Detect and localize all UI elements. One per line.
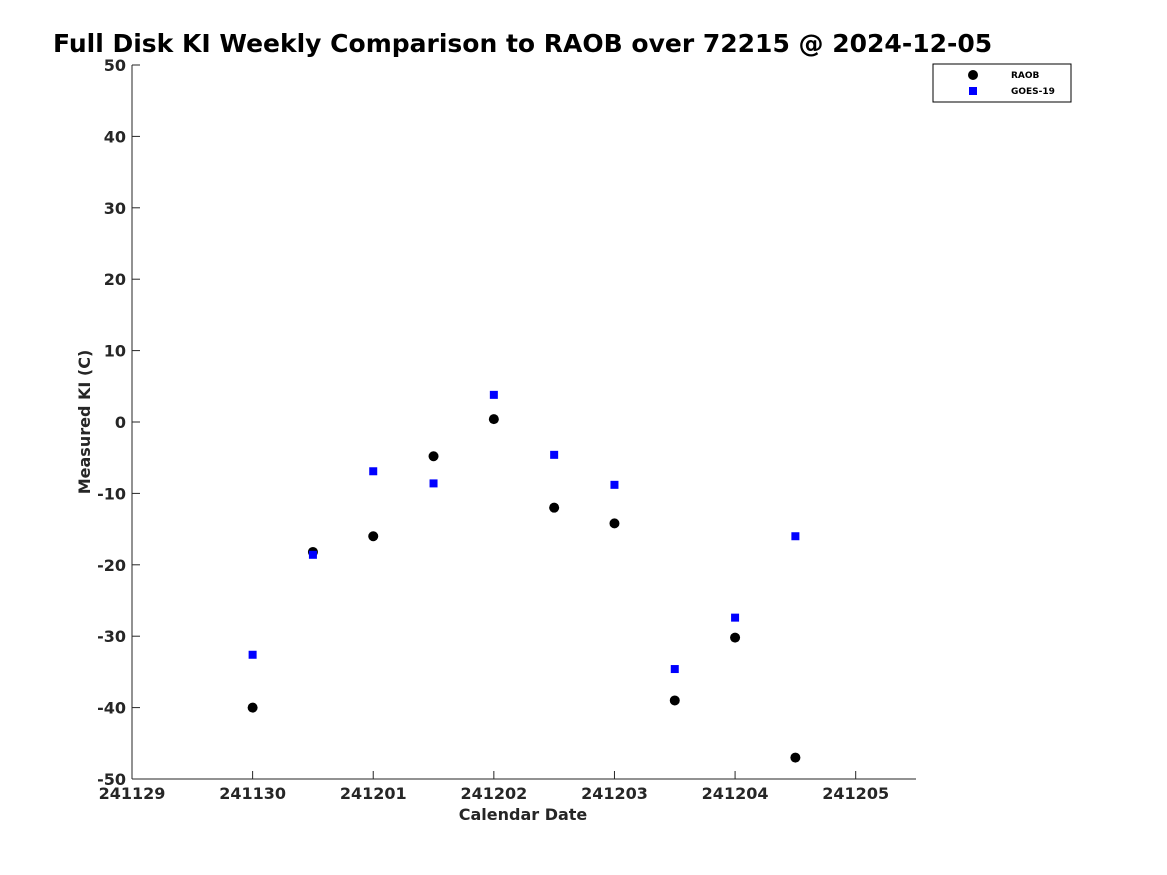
x-tick-label: 241130 (219, 784, 286, 803)
y-tick-label: 0 (115, 413, 126, 432)
x-tick-label: 241129 (99, 784, 166, 803)
goes-19-point (670, 665, 679, 674)
legend-box (932, 63, 1072, 103)
data-marks (247, 390, 801, 763)
legend: RAOB GOES-19 (932, 63, 1072, 103)
raob-point (730, 632, 741, 643)
raob-point (247, 702, 258, 713)
y-tick-label: -40 (97, 699, 126, 718)
goes-19-point (248, 650, 257, 659)
goes-19-point (369, 467, 378, 476)
raob-point (669, 695, 680, 706)
y-tick-label: -30 (97, 627, 126, 646)
goes-19-point (791, 532, 800, 541)
y-tick-label: -20 (97, 556, 126, 575)
y-tick-label: 10 (104, 342, 126, 361)
goes-19-point (610, 480, 619, 489)
plot-area (131, 65, 916, 780)
raob-point (368, 531, 379, 542)
legend-raob-marker (968, 70, 978, 80)
chart-title: Full Disk KI Weekly Comparison to RAOB o… (53, 29, 992, 58)
y-tick-label: 50 (104, 56, 126, 75)
y-tick-label: 20 (104, 270, 126, 289)
x-tick-label: 241202 (460, 784, 527, 803)
goes-19-point (731, 613, 740, 622)
raob-point (609, 518, 620, 529)
y-tick-label: -10 (97, 484, 126, 503)
raob-point (428, 451, 439, 462)
x-tick-label: 241203 (581, 784, 648, 803)
goes-19-point (308, 550, 317, 559)
goes-19-point (489, 390, 498, 399)
x-tick-label: 241205 (822, 784, 889, 803)
legend-goes-label: GOES-19 (1011, 87, 1055, 97)
x-tick-label: 241204 (702, 784, 769, 803)
y-axis-ticks: 50 40 30 20 10 0 -10 -20 -30 -40 -50 (97, 56, 140, 789)
y-tick-label: -50 (97, 770, 126, 789)
raob-point (549, 502, 560, 513)
goes-19-point (429, 479, 438, 488)
raob-point (488, 414, 499, 425)
y-axis-label: Measured KI (C) (75, 350, 94, 495)
legend-raob-label: RAOB (1011, 71, 1040, 81)
y-tick-label: 40 (104, 127, 126, 146)
x-axis-label: Calendar Date (459, 805, 588, 824)
y-tick-label: 30 (104, 199, 126, 218)
raob-point (790, 752, 801, 763)
goes-19-point (550, 450, 559, 459)
x-axis-ticks: 241129 241130 241201 241202 241203 241204 2412… (99, 771, 889, 803)
legend-goes-marker (969, 87, 977, 95)
x-tick-label: 241201 (340, 784, 407, 803)
